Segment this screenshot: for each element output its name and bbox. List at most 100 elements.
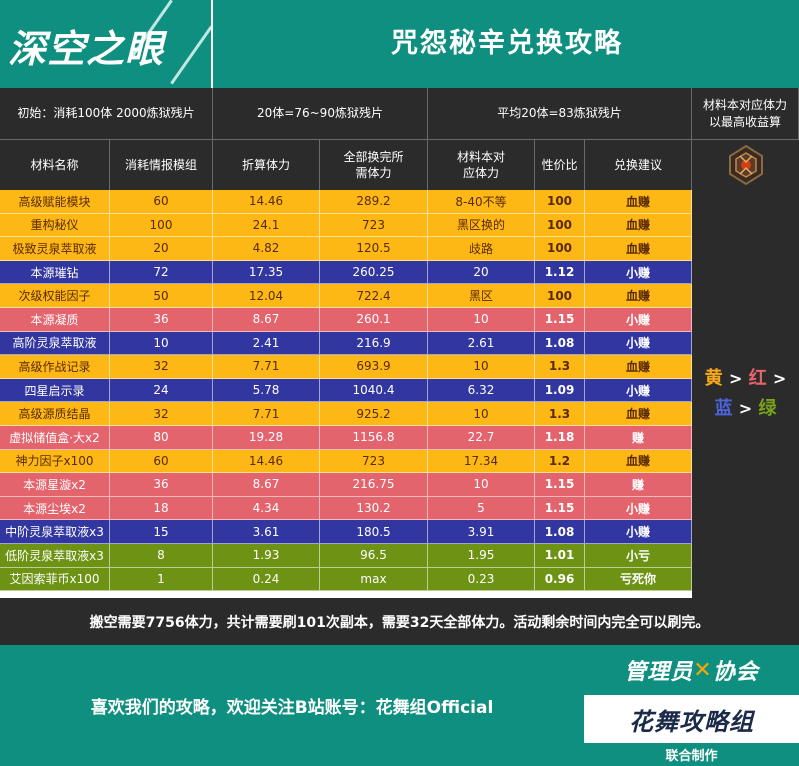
cross-icon: ✕ [693,657,713,683]
col-header-ratio: 性价比 [535,140,585,190]
cell-module-cost: 15 [110,520,213,543]
cell-ratio: 1.08 [535,331,585,355]
cell-module-cost: 72 [110,260,213,284]
cell-stamina: 7.71 [213,402,320,425]
cell-module-cost: 100 [110,213,213,237]
cell-module-cost: 18 [110,496,213,520]
cell-module-cost: 32 [110,355,213,378]
cell-material-stamina: 17.34 [428,449,535,473]
cell-module-cost: 60 [110,190,213,213]
cell-stamina: 0.24 [213,567,320,591]
cell-module-cost: 8 [110,543,213,567]
cell-advice: 血赚 [585,355,692,378]
cell-total-stamina: max [320,567,428,591]
cell-stamina: 4.82 [213,237,320,260]
cell-stamina: 8.67 [213,473,320,496]
cell-ratio: 1.15 [535,473,585,496]
cell-advice: 小赚 [585,307,692,331]
cell-material-name: 虚拟储值盒·大x2 [0,425,110,449]
material-table: 高级赋能模块 60 14.46 289.2 8-40不等 100 血赚 重构秘仪 100 24.1… [0,190,692,592]
cell-material-stamina: 0.23 [428,567,535,591]
cell-stamina: 12.04 [213,284,320,307]
cell-total-stamina: 180.5 [320,520,428,543]
table-row: 虚拟储值盒·大x2 80 19.28 1156.8 22.7 1.18 赚 [0,425,692,450]
table-row: 高级源质结晶 32 7.71 925.2 10 1.3 血赚 [0,402,692,426]
cell-material-stamina: 10 [428,355,535,378]
logo-text: 深空之眼 [8,27,165,71]
cell-total-stamina: 120.5 [320,237,428,260]
cell-ratio: 1.3 [535,402,585,425]
col-header-material: 材料本对应体力 [428,140,535,190]
cell-stamina: 7.71 [213,355,320,378]
cell-advice: 赚 [585,425,692,449]
cell-total-stamina: 260.1 [320,307,428,331]
cell-stamina: 19.28 [213,425,320,449]
cell-material-name: 神力因子x100 [0,449,110,473]
cell-material-stamina: 黑区 [428,284,535,307]
emblem-cell [692,140,799,190]
legend-separator: > [728,369,743,388]
table-row: 本源凝质 36 8.67 260.1 10 1.15 小赚 [0,307,692,332]
table-row: 四星启示录 24 5.78 1040.4 6.32 1.09 小赚 [0,378,692,403]
cell-advice: 小亏 [585,543,692,567]
cell-material-stamina: 2.61 [428,331,535,355]
partner-logo-admin-association: 管理员 ✕ 协会 [584,645,799,695]
cell-ratio: 0.96 [535,567,585,591]
logo-slash-decoration [170,25,211,85]
table-row: 中阶灵泉萃取液x3 15 3.61 180.5 3.91 1.08 小赚 [0,520,692,544]
cell-stamina: 14.46 [213,190,320,213]
cell-material-stamina: 6.32 [428,378,535,402]
table-row: 低阶灵泉萃取液x3 8 1.93 96.5 1.95 1.01 小亏 [0,543,692,568]
legend-line-1: 黄 > 红 > [705,364,787,394]
legend-line-2: 蓝 > 绿 [715,394,777,424]
info-conversion-range: 20体=76~90炼狱残片 [213,88,428,140]
cell-stamina: 2.41 [213,331,320,355]
summary-text: 搬空需要7756体力，共计需要刷101次副本，需要32天全部体力。活动剩余时间内… [0,598,799,645]
cell-total-stamina: 693.9 [320,355,428,378]
cell-stamina: 3.61 [213,520,320,543]
cell-material-name: 高级赋能模块 [0,190,110,213]
legend-red: 红 [748,368,767,389]
cell-material-name: 高级源质结晶 [0,402,110,425]
cell-total-stamina: 216.9 [320,331,428,355]
legend-separator: > [738,399,753,418]
cell-material-stamina: 歧路 [428,237,535,260]
info-average-conversion: 平均20体=83炼狱残片 [428,88,692,140]
cell-material-name: 低阶灵泉萃取液x3 [0,543,110,567]
cell-stamina: 24.1 [213,213,320,237]
cell-ratio: 1.01 [535,543,585,567]
cell-module-cost: 50 [110,284,213,307]
cell-material-stamina: 10 [428,402,535,425]
cell-material-stamina: 10 [428,307,535,331]
cell-material-stamina: 5 [428,496,535,520]
legend-green: 绿 [758,398,777,419]
table-row: 本源尘埃x2 18 4.34 130.2 5 1.15 小赚 [0,496,692,521]
cell-advice: 小赚 [585,260,692,284]
table-row: 重构秘仪 100 24.1 723 黑区换的 100 血赚 [0,213,692,238]
cell-advice: 小赚 [585,496,692,520]
table-row: 次级权能因子 50 12.04 722.4 黑区 100 血赚 [0,284,692,308]
cell-stamina: 8.67 [213,307,320,331]
legend-blue: 蓝 [714,398,733,419]
legend-separator: > [772,369,787,388]
cell-total-stamina: 722.4 [320,284,428,307]
cell-advice: 血赚 [585,284,692,307]
cell-total-stamina: 130.2 [320,496,428,520]
cell-material-name: 本源尘埃x2 [0,496,110,520]
cell-stamina: 4.34 [213,496,320,520]
info-row: 初始：消耗100体 2000炼狱残片 20体=76~90炼狱残片 平均20体=8… [0,88,799,140]
table-row: 高级赋能模块 60 14.46 289.2 8-40不等 100 血赚 [0,190,692,214]
header: 深空之眼 咒怨秘辛兑换攻略 [0,0,799,88]
col-header-cost: 消耗情报模组 [110,140,213,190]
cell-stamina: 14.46 [213,449,320,473]
footer: 喜欢我们的攻略，欢迎关注B站账号：花舞组Official 管理员 ✕ 协会 花舞… [0,645,799,766]
cell-advice: 亏死你 [585,567,692,591]
cell-material-name: 本源凝质 [0,307,110,331]
cell-material-name: 重构秘仪 [0,213,110,237]
cell-material-stamina: 8-40不等 [428,190,535,213]
cell-module-cost: 60 [110,449,213,473]
col-header-total: 全部换完所需体力 [320,140,428,190]
table-row: 高阶灵泉萃取液 10 2.41 216.9 2.61 1.08 小赚 [0,331,692,356]
partner-logo-huawu: 花舞攻略组 [584,695,799,743]
cell-ratio: 1.2 [535,449,585,473]
